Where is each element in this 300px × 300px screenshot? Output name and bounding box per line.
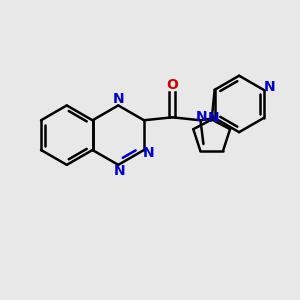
Text: N: N	[196, 110, 208, 124]
Text: O: O	[166, 78, 178, 92]
Text: N: N	[142, 146, 154, 160]
Text: N: N	[112, 92, 124, 106]
Text: N: N	[264, 80, 275, 94]
Text: N: N	[207, 111, 219, 125]
Text: N: N	[114, 164, 126, 178]
